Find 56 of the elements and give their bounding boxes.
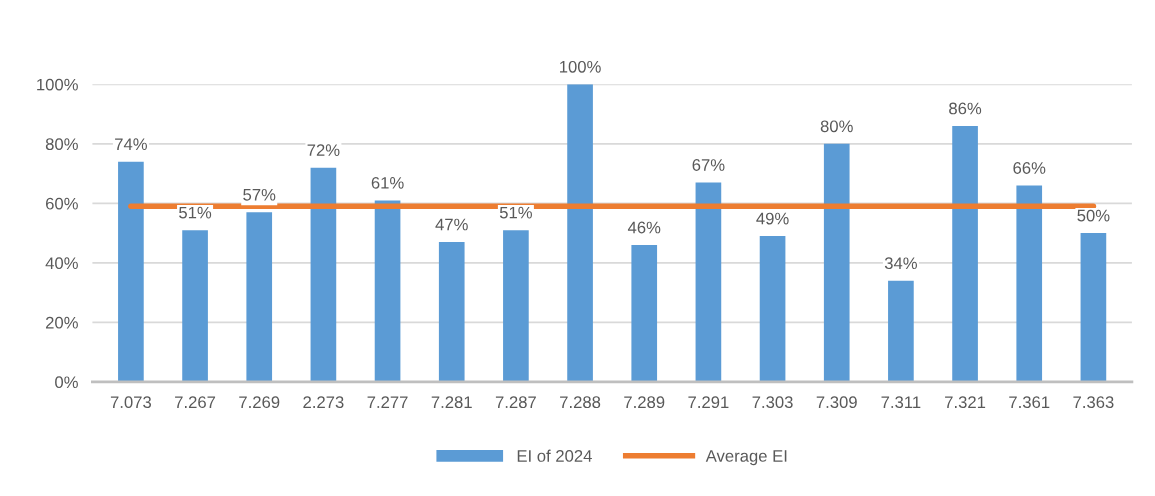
bar (888, 280, 914, 382)
bar (374, 200, 401, 382)
x-tick-label: 7.291 (688, 396, 729, 409)
x-tick-label: 7.267 (175, 396, 216, 409)
x-tick-label: 7.309 (816, 396, 857, 409)
bar (182, 230, 208, 382)
x-tick-label: 7.321 (945, 396, 986, 409)
x-tick-label: 7.303 (752, 396, 793, 409)
data-label: 72% (307, 144, 340, 156)
x-tick-label: 7.289 (624, 396, 665, 409)
x-tick-label: 7.311 (881, 396, 921, 409)
bar (823, 143, 850, 382)
bar (438, 242, 465, 382)
data-label: 47% (435, 218, 468, 231)
data-label: 86% (949, 102, 982, 115)
bar (759, 236, 786, 382)
x-tick-label: 7.073 (110, 396, 152, 409)
y-tick-label: 0% (55, 376, 78, 389)
bar (246, 212, 273, 382)
bar (1080, 233, 1107, 382)
x-tick-label: 7.363 (1073, 396, 1114, 409)
y-tick-label: 40% (45, 257, 78, 270)
x-tick-label: 7.281 (431, 396, 472, 409)
data-label: 50% (1077, 209, 1110, 222)
legend-label: Average EI (705, 450, 787, 466)
x-tick-label: 7.269 (239, 396, 280, 409)
x-tick-label: 2.273 (303, 396, 344, 409)
y-tick-label: 100% (37, 78, 78, 91)
data-label: 51% (179, 206, 212, 219)
data-label: 34% (884, 257, 917, 270)
bar (310, 167, 337, 382)
bar (1016, 185, 1043, 382)
bar (952, 125, 978, 382)
y-tick-label: 80% (45, 138, 78, 151)
data-label: 57% (243, 188, 276, 201)
data-label: 61% (371, 176, 404, 189)
data-label: 66% (1013, 162, 1046, 174)
data-label: 67% (692, 159, 725, 171)
data-label: 74% (115, 138, 147, 150)
data-label: 80% (820, 120, 853, 133)
data-label: 51% (499, 206, 532, 219)
data-label: 49% (756, 212, 789, 225)
data-label: 100% (560, 60, 601, 73)
x-tick-label: 7.361 (1009, 396, 1050, 409)
x-tick-label: 7.287 (495, 396, 536, 409)
x-tick-label: 7.277 (367, 396, 408, 408)
bar (503, 230, 529, 382)
bar (567, 84, 593, 382)
x-tick-label: 7.288 (560, 396, 601, 409)
y-tick-label: 20% (45, 316, 78, 329)
data-label: 46% (627, 221, 661, 234)
legend-label: EI of 2024 (517, 449, 592, 462)
bar (695, 182, 722, 382)
bar (631, 245, 658, 382)
bar (118, 161, 144, 382)
y-tick-label: 60% (46, 197, 78, 210)
